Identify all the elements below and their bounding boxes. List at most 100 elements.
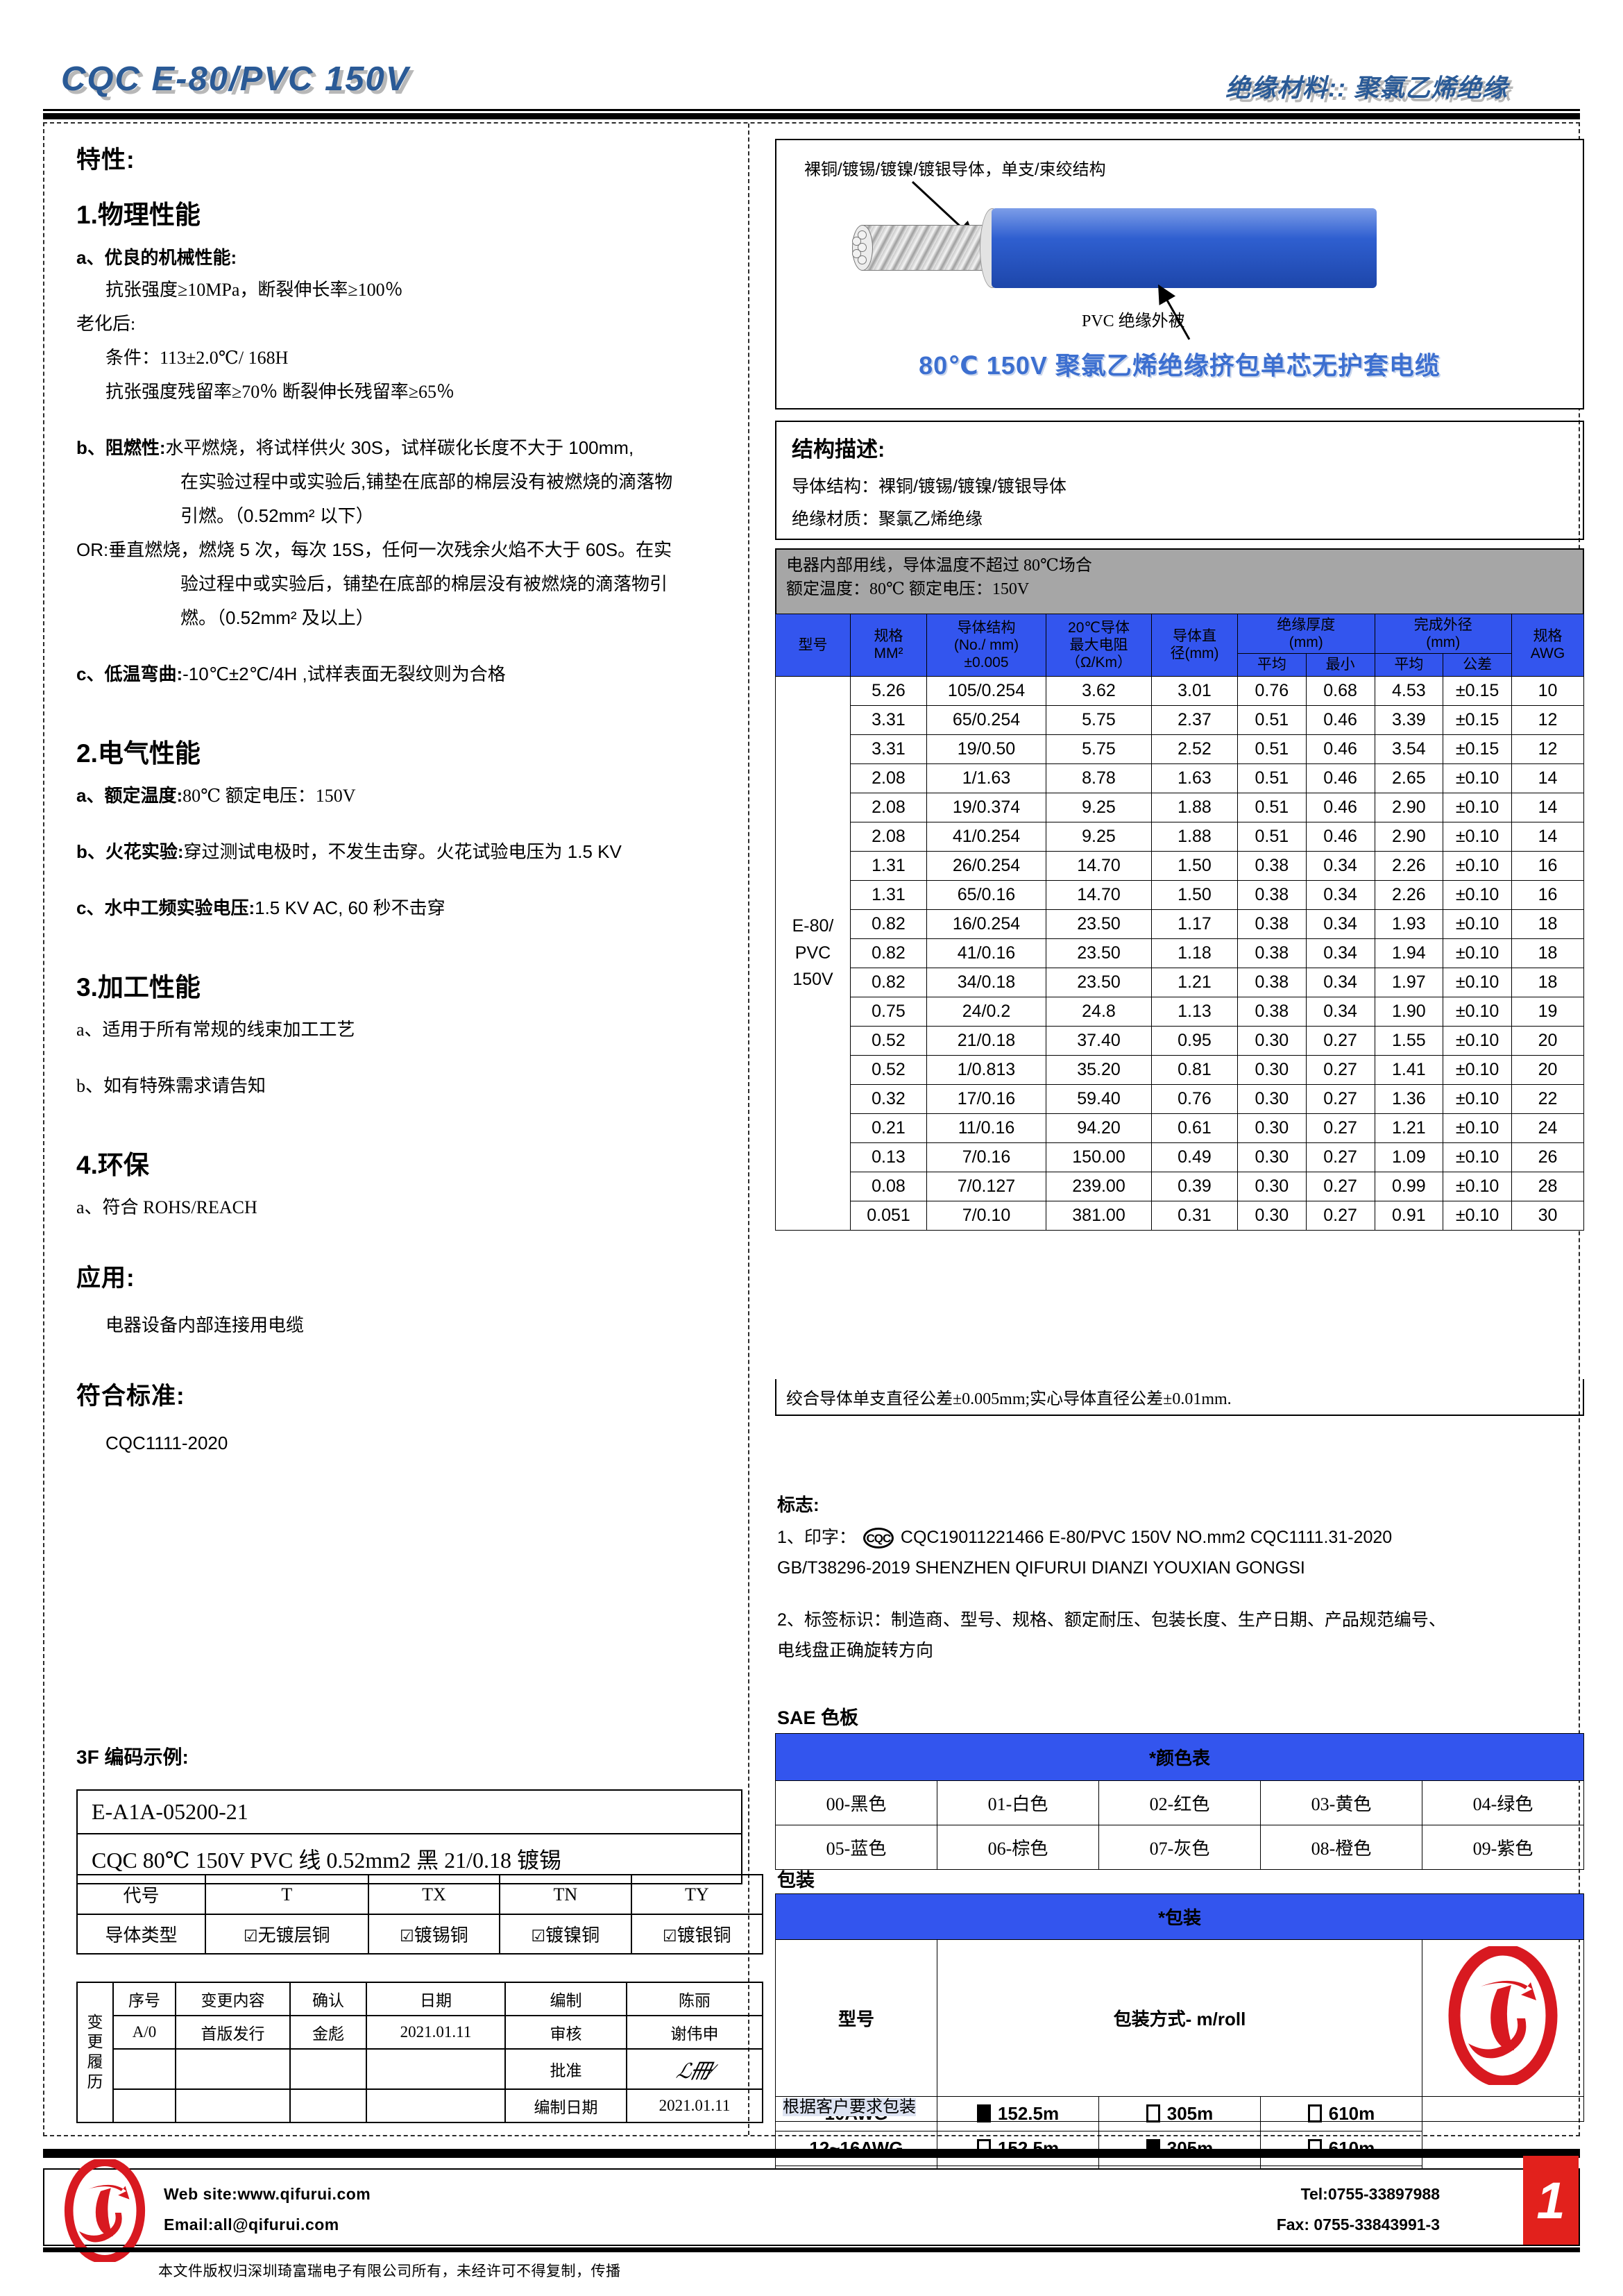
conductor-code-header: 代号 bbox=[76, 1874, 206, 1915]
flame-resistance-block: b、阻燃性:水平燃烧，将试样供火 30S，试样碳化长度不大于 100mm, bbox=[76, 434, 742, 462]
packaging-option[interactable]: 610m bbox=[1260, 2096, 1422, 2132]
cell-od-avg: 1.36 bbox=[1374, 1083, 1444, 1114]
cell-resistance: 9.25 bbox=[1046, 821, 1152, 852]
cell-insulation-min: 0.34 bbox=[1305, 879, 1375, 910]
checkbox-icon[interactable]: ☑ bbox=[400, 1927, 414, 1945]
conductor-option-bare[interactable]: ☑无镀层铜 bbox=[205, 1914, 369, 1955]
cell-insulation-avg: 0.30 bbox=[1237, 1142, 1307, 1172]
cell-resistance: 23.50 bbox=[1046, 909, 1152, 939]
packaging-option[interactable]: 305m bbox=[1098, 2096, 1261, 2132]
checkbox-icon[interactable]: ☑ bbox=[662, 1927, 677, 1945]
insulation-callout-arrow bbox=[1158, 284, 1191, 340]
cell-size-mm2: 0.32 bbox=[850, 1083, 927, 1114]
marking-title: 标志: bbox=[777, 1494, 819, 1515]
col-resistance: 20℃导体 最大电阻 （Ω/Km） bbox=[1046, 614, 1152, 677]
handwritten-signature: ℒ冊⁄ bbox=[674, 2060, 715, 2083]
rev-row3-confirm bbox=[289, 2088, 367, 2123]
structure-conductor: 导体结构：裸铜/镀锡/镀镍/镀银导体 bbox=[792, 477, 1067, 496]
table-row: 编制日期 2021.01.11 bbox=[77, 2088, 763, 2123]
cell-insulation-min: 0.46 bbox=[1305, 763, 1375, 793]
packaging-col-method: 包装方式- m/roll bbox=[937, 1939, 1422, 2097]
rev-role-reviewed: 审核 bbox=[504, 2015, 627, 2050]
cell-insulation-min: 0.46 bbox=[1305, 821, 1375, 852]
left-column: 特性: 1.物理性能 a、优良的机械性能: 抗张强度≥10MPa，断裂伸长率≥1… bbox=[56, 129, 742, 2131]
table-row: 变更履历 序号 变更内容 确认 日期 编制 陈丽 bbox=[76, 1982, 763, 2123]
cell-insulation-avg: 0.30 bbox=[1237, 1083, 1307, 1114]
coding-example-title: 3F 编码示例: bbox=[76, 1746, 189, 1768]
flame-resistance-label: b、阻燃性: bbox=[76, 437, 166, 458]
footer-email[interactable]: Email:all@qifurui.com bbox=[164, 2215, 339, 2234]
cell-od-tolerance: ±0.10 bbox=[1443, 1142, 1512, 1172]
cell-od-avg: 2.90 bbox=[1374, 821, 1444, 852]
cell-od-tolerance: ±0.10 bbox=[1443, 996, 1512, 1027]
cell-od-avg: 2.65 bbox=[1374, 763, 1444, 793]
vertical-burn-line-2: 验过程中或实验后，铺垫在底部的棉层没有被燃烧的滴落物引 bbox=[180, 573, 668, 594]
marking-print-line: 1、印字： CQC CQC19011221466 E-80/PVC 150V NO.… bbox=[777, 1525, 1596, 1551]
qifurui-footer-logo-icon bbox=[61, 2159, 148, 2262]
cell-conductor-diameter: 0.61 bbox=[1151, 1113, 1238, 1143]
sae-color-06: 06-棕色 bbox=[937, 1825, 1099, 1870]
checkbox-icon[interactable]: ☑ bbox=[531, 1927, 546, 1945]
conductor-code-tn: TN bbox=[499, 1874, 632, 1915]
cell-od-avg: 1.97 bbox=[1374, 967, 1444, 997]
footer-box: Web site:www.qifurui.com Email:all@qifur… bbox=[43, 2156, 1580, 2262]
cell-od-avg: 3.39 bbox=[1374, 704, 1444, 735]
footer-website[interactable]: Web site:www.qifurui.com bbox=[164, 2185, 371, 2203]
col-construction: 导体结构 (No./ mm) ±0.005 bbox=[926, 614, 1046, 677]
conductor-option-silver[interactable]: ☑镀银铜 bbox=[630, 1914, 764, 1955]
cell-insulation-min: 0.27 bbox=[1305, 1054, 1375, 1085]
cell-conductor-diameter: 1.13 bbox=[1151, 996, 1238, 1027]
table-row: 0.08 7/0.127 239.00 0.39 0.30 0.27 0.99 ±0.10 28 bbox=[776, 1171, 1584, 1201]
cell-od-avg: 0.91 bbox=[1374, 1200, 1444, 1231]
cell-resistance: 14.70 bbox=[1046, 850, 1152, 881]
conductor-option-silver-label: 镀银铜 bbox=[677, 1925, 731, 1945]
packaging-option[interactable]: 305m bbox=[1098, 2131, 1261, 2166]
cell-resistance: 23.50 bbox=[1046, 938, 1152, 968]
flame-resistance-line-3: 引燃。（0.52mm² 以下） bbox=[180, 505, 374, 526]
section-environment-title: 4.环保 bbox=[76, 1151, 149, 1179]
page-header: CQC E-80/PVC 150V 绝缘材料:: 聚氯乙烯绝缘 bbox=[0, 0, 1623, 121]
checkbox-icon[interactable]: ☑ bbox=[244, 1927, 258, 1945]
rev-col-no: 序号 bbox=[112, 1982, 176, 2016]
cell-conductor-diameter: 0.39 bbox=[1151, 1171, 1238, 1201]
col-size-mm2: 规格 MM² bbox=[850, 614, 927, 677]
conductor-option-tinned-label: 镀锡铜 bbox=[414, 1925, 468, 1945]
cell-od-tolerance: ±0.10 bbox=[1443, 1083, 1512, 1114]
cell-od-tolerance: ±0.10 bbox=[1443, 1200, 1512, 1231]
sae-color-01: 01-白色 bbox=[937, 1780, 1099, 1825]
cell-insulation-min: 0.34 bbox=[1305, 938, 1375, 968]
packaging-option[interactable]: 152.5m bbox=[937, 2096, 1099, 2132]
cell-od-avg: 1.09 bbox=[1374, 1142, 1444, 1172]
cell-resistance: 24.8 bbox=[1046, 996, 1152, 1027]
table-row: 2.08 1/1.63 8.78 1.63 0.51 0.46 2.65 ±0.10 14 bbox=[776, 763, 1584, 793]
conductor-option-tinned[interactable]: ☑镀锡铜 bbox=[367, 1914, 501, 1955]
cell-construction: 21/0.18 bbox=[926, 1025, 1046, 1056]
conductor-option-nickel[interactable]: ☑镀镍铜 bbox=[499, 1914, 632, 1955]
cell-size-mm2: 0.13 bbox=[850, 1142, 927, 1172]
table-row: 0.13 7/0.16 150.00 0.49 0.30 0.27 1.09 ±0.10 26 bbox=[776, 1142, 1584, 1172]
vertical-burn-block: OR:垂直燃烧，燃烧 5 次，每次 15S，任何一次残余火焰不大于 60S。在实 bbox=[76, 537, 742, 564]
cell-size-mm2: 0.75 bbox=[850, 996, 927, 1027]
specification-table-body: E-80/PVC 150V 5.26 105/0.254 3.62 3.01 0.76 0.6… bbox=[775, 675, 1584, 1231]
footer-telephone: Tel:0755-33897988 bbox=[1300, 2185, 1440, 2203]
rev-name-prepared: 陈丽 bbox=[626, 1982, 763, 2016]
table-row: 0.21 11/0.16 94.20 0.61 0.30 0.27 1.21 ±0.10 24 bbox=[776, 1113, 1584, 1143]
rev-row2-no bbox=[112, 2048, 176, 2090]
vertical-burn-prefix: OR: bbox=[76, 539, 109, 560]
cell-insulation-min: 0.27 bbox=[1305, 1171, 1375, 1201]
insulation-callout-label: PVC 绝缘外被 bbox=[1082, 312, 1185, 330]
packaging-option-label: 610m bbox=[1328, 2103, 1375, 2124]
usage-condition-text: 电器内部用线，导体温度不超过 80℃场合 bbox=[786, 557, 1092, 575]
specification-table: 型号 规格 MM² 导体结构 (No./ mm) ±0.005 20℃导体 最大电阻 （Ω… bbox=[775, 613, 1584, 1231]
marking-standard-line: GB/T38296-2019 SHENZHEN QIFURUI DIANZI Y… bbox=[777, 1558, 1305, 1578]
vertical-burn-line-1: 垂直燃烧，燃烧 5 次，每次 15S，任何一次残余火焰不大于 60S。在实 bbox=[108, 539, 672, 560]
cell-awg: 18 bbox=[1511, 909, 1584, 939]
cell-awg: 16 bbox=[1511, 879, 1584, 910]
cell-construction: 19/0.374 bbox=[926, 792, 1046, 822]
cell-od-tolerance: ±0.10 bbox=[1443, 1025, 1512, 1056]
aging-label: 老化后: bbox=[76, 314, 136, 334]
specification-table-head: 型号 规格 MM² 导体结构 (No./ mm) ±0.005 20℃导体 最大电阻 （Ω… bbox=[775, 613, 1584, 677]
cell-construction: 41/0.16 bbox=[926, 938, 1046, 968]
table-row: 0.051 7/0.10 381.00 0.31 0.30 0.27 0.91 ±0.10 30 bbox=[776, 1200, 1584, 1231]
packaging-option[interactable]: 610m bbox=[1260, 2131, 1422, 2166]
